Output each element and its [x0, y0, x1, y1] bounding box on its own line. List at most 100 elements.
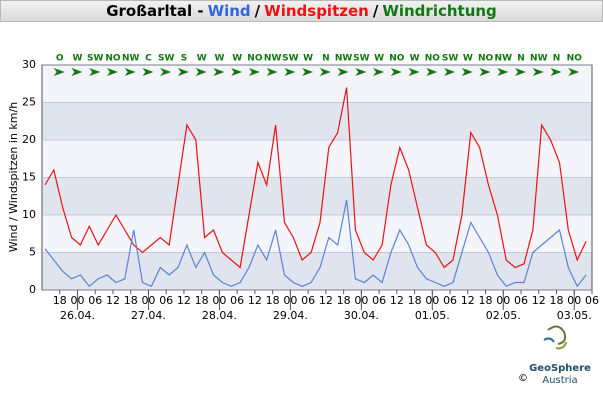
wind-arrow — [124, 68, 136, 76]
grid-band — [42, 252, 592, 290]
wind-direction-label: W — [303, 54, 313, 64]
wind-arrow — [213, 68, 225, 76]
wind-arrow — [319, 68, 331, 76]
wind-arrow — [497, 68, 509, 76]
y-tick-label: 0 — [29, 283, 36, 296]
x-tick-label: 06 — [372, 294, 386, 307]
date-label: 26.04. — [60, 309, 95, 322]
x-tick-label: 12 — [319, 294, 333, 307]
logo-name: GeoSphere — [529, 363, 591, 374]
x-tick-label: 18 — [195, 294, 209, 307]
wind-arrow — [408, 68, 420, 76]
wind-direction-label: NW — [335, 54, 353, 64]
wind-arrow — [248, 68, 260, 76]
wind-arrow — [71, 68, 83, 76]
date-label: 30.04. — [344, 309, 379, 322]
date-label: 27.04. — [131, 309, 166, 322]
wind-arrow — [142, 68, 154, 76]
wind-arrow — [355, 68, 367, 76]
copyright: © — [518, 373, 528, 384]
wind-arrow — [373, 68, 385, 76]
x-tick-label: 18 — [53, 294, 67, 307]
logo-sub: Austria — [542, 375, 577, 386]
x-tick-label: 12 — [532, 294, 546, 307]
x-tick-label: 06 — [230, 294, 244, 307]
wind-direction-label: SW — [353, 54, 369, 64]
logo-swirl — [543, 337, 555, 343]
title-part: / — [254, 2, 261, 20]
wind-arrow — [284, 68, 296, 76]
x-tick-label: 12 — [106, 294, 120, 307]
y-tick-label: 20 — [22, 133, 36, 146]
grid-band — [42, 65, 592, 103]
wind-direction-label: NO — [105, 54, 121, 64]
wind-arrow — [106, 68, 118, 76]
wind-arrow — [302, 68, 314, 76]
x-tick-label: 06 — [88, 294, 102, 307]
wind-direction-label: NO — [247, 54, 263, 64]
wind-arrow — [337, 68, 349, 76]
grid-band — [42, 177, 592, 215]
logo-icon — [543, 325, 567, 350]
wind-direction-label: C — [145, 54, 152, 64]
x-tick-label: 06 — [585, 294, 599, 307]
wind-direction-label: NW — [530, 54, 548, 64]
y-tick-label: 5 — [29, 246, 36, 259]
date-label: 03.05. — [557, 309, 592, 322]
wind-arrow — [426, 68, 438, 76]
logo-swirl — [555, 341, 567, 350]
wind-direction-label: NW — [264, 54, 282, 64]
wind-arrow — [461, 68, 473, 76]
x-tick-label: 12 — [390, 294, 404, 307]
wind-direction-label: NW — [495, 54, 513, 64]
title-part: / — [372, 2, 379, 20]
title-part: Windspitzen — [264, 2, 369, 20]
date-label: 01.05. — [415, 309, 450, 322]
y-axis-label: Wind / Windspitzen in km/h — [7, 102, 20, 252]
y-tick-label: 25 — [22, 96, 36, 109]
wind-arrow — [532, 68, 544, 76]
wind-direction-label: SW — [87, 54, 103, 64]
y-tick-label: 30 — [22, 58, 36, 71]
y-tick-label: 10 — [22, 208, 36, 221]
wind-direction-label: NO — [567, 54, 583, 64]
x-tick-label: 18 — [337, 294, 351, 307]
wind-arrow — [550, 68, 562, 76]
grid-band — [42, 140, 592, 178]
wind-direction-label: N — [517, 54, 525, 64]
wind-arrow — [177, 68, 189, 76]
wind-direction-label: SW — [442, 54, 458, 64]
x-tick-label: 18 — [124, 294, 138, 307]
x-tick-label: 12 — [461, 294, 475, 307]
x-tick-label: 18 — [408, 294, 422, 307]
x-tick-label: 06 — [514, 294, 528, 307]
x-tick-label: 18 — [550, 294, 564, 307]
wind-direction-label: W — [374, 54, 384, 64]
wind-direction-label: W — [214, 54, 224, 64]
date-label: 02.05. — [486, 309, 521, 322]
wind-arrow — [53, 68, 65, 76]
wind-direction-label: NW — [122, 54, 140, 64]
wind-arrow — [515, 68, 527, 76]
wind-direction-label: SW — [158, 54, 174, 64]
series-line — [44, 199, 587, 288]
logo-swirl — [547, 325, 567, 345]
wind-arrow — [479, 68, 491, 76]
wind-direction-label: S — [181, 54, 187, 64]
wind-direction-label: W — [197, 54, 207, 64]
wind-direction-label: W — [463, 54, 473, 64]
y-tick-label: 15 — [22, 171, 36, 184]
x-tick-label: 12 — [248, 294, 262, 307]
wind-direction-label: N — [553, 54, 561, 64]
wind-direction-label: W — [73, 54, 83, 64]
wind-arrow — [231, 68, 243, 76]
series-line — [44, 87, 587, 269]
title-part: Windrichtung — [382, 2, 497, 20]
wind-arrow — [444, 68, 456, 76]
wind-direction-label: O — [56, 54, 64, 64]
wind-arrow — [568, 68, 580, 76]
wind-direction-label: W — [232, 54, 242, 64]
wind-arrow — [390, 68, 402, 76]
